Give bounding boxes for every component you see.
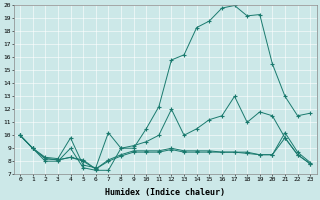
X-axis label: Humidex (Indice chaleur): Humidex (Indice chaleur) bbox=[105, 188, 225, 197]
